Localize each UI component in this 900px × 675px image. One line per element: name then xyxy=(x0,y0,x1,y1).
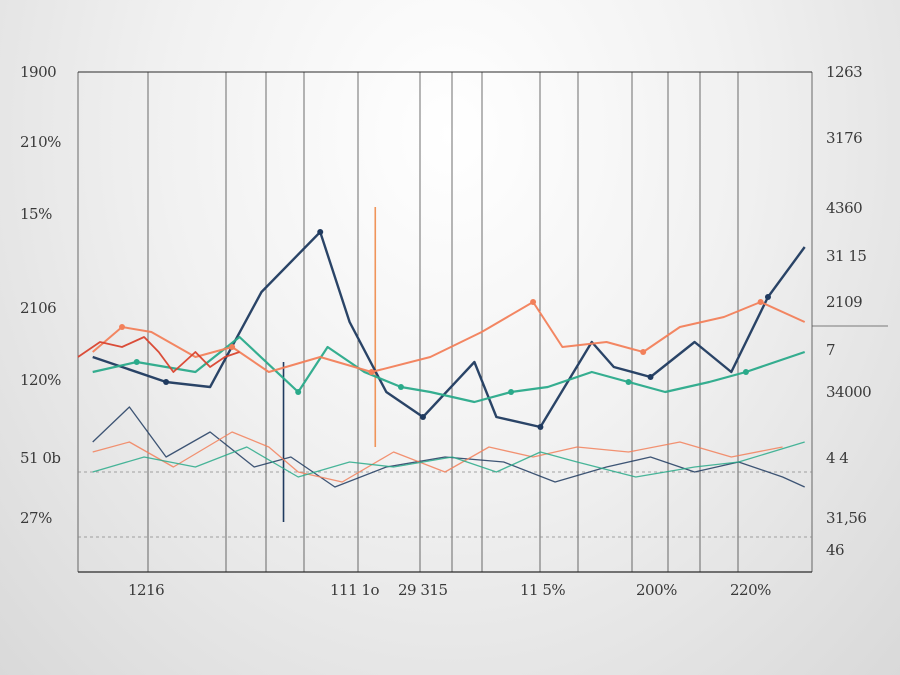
y-right-tick-label: 46 xyxy=(826,541,844,559)
y-axis-left-ticks: 1900 210% 15% 2106 120% 51 0b 27% xyxy=(20,63,62,527)
x-axis-ticks: 1216 111 1o 29 315 11 5% 200% 220% xyxy=(128,581,772,599)
data-point xyxy=(119,324,126,330)
data-point xyxy=(764,294,771,300)
data-point xyxy=(537,424,544,430)
series-line xyxy=(77,336,240,373)
data-point xyxy=(397,384,404,390)
series-line xyxy=(92,335,806,404)
chart-points xyxy=(119,229,771,430)
data-point xyxy=(757,299,764,305)
data-point xyxy=(647,374,654,380)
y-right-tick-label: 3176 xyxy=(826,129,862,147)
x-tick-label: 220% xyxy=(730,581,771,599)
series-line xyxy=(92,406,805,488)
series-line xyxy=(92,301,806,373)
x-tick-label: 11 5% xyxy=(520,581,565,599)
y-right-tick-label: 4360 xyxy=(826,199,862,217)
x-tick-label: 1216 xyxy=(128,581,164,599)
x-tick-label: 111 1o xyxy=(330,581,379,599)
series-line xyxy=(92,441,805,478)
y-right-tick-label: 31 15 xyxy=(826,247,866,265)
data-point xyxy=(419,414,426,420)
data-point xyxy=(640,349,647,355)
y-right-tick-label: 7 xyxy=(826,341,835,359)
vertical-markers xyxy=(282,207,377,522)
data-point xyxy=(317,229,324,235)
chart-series xyxy=(77,230,806,488)
y-axis-right-ticks: 1263 3176 4360 31 15 2109 7 34000 4 4 31,56 46 xyxy=(826,63,872,559)
y-left-tick-label: 120% xyxy=(20,371,61,389)
y-right-tick-label: 34000 xyxy=(826,383,871,401)
y-right-tick-label: 1263 xyxy=(826,63,862,81)
x-tick-label: 200% xyxy=(636,581,677,599)
data-point xyxy=(368,369,375,375)
chart-grid xyxy=(77,71,888,573)
y-left-tick-label: 2106 xyxy=(20,299,56,317)
y-left-tick-label: 27% xyxy=(20,509,52,527)
data-point xyxy=(295,389,302,395)
y-left-tick-label: 1900 xyxy=(20,63,56,81)
data-point xyxy=(133,359,140,365)
data-point xyxy=(508,389,515,395)
y-left-tick-label: 210% xyxy=(20,133,61,151)
data-point xyxy=(625,379,632,385)
data-point xyxy=(530,299,537,305)
y-right-tick-label: 2109 xyxy=(826,293,862,311)
data-point xyxy=(163,379,170,385)
y-right-tick-label: 31,56 xyxy=(826,509,866,527)
data-point xyxy=(742,369,749,375)
x-tick-label: 29 315 xyxy=(398,581,448,599)
series-line xyxy=(92,230,806,429)
data-point xyxy=(229,344,236,350)
y-left-tick-label: 15% xyxy=(20,205,52,223)
y-right-tick-label: 4 4 xyxy=(826,449,848,467)
y-left-tick-label: 51 0b xyxy=(20,449,61,467)
